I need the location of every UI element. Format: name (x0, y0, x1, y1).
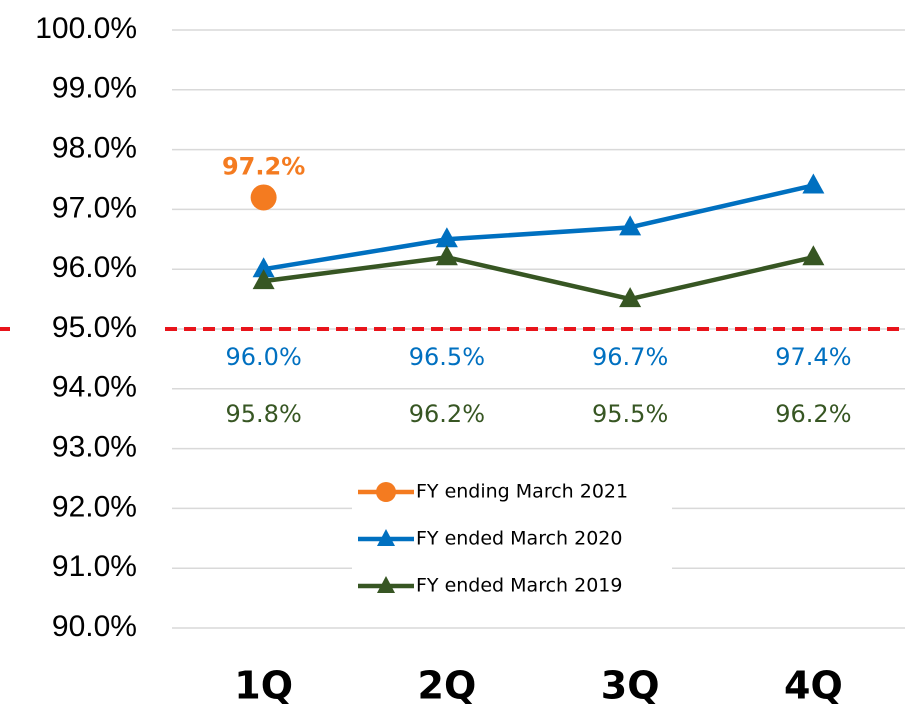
data-label: 96.0% (226, 343, 302, 371)
legend-marker (377, 529, 395, 546)
point (802, 173, 825, 194)
y-tick-label: 91.0% (52, 550, 137, 583)
x-tick-label: 1Q (234, 664, 293, 708)
data-label: 95.5% (592, 400, 668, 428)
y-tick-label: 95.0% (52, 311, 137, 344)
legend-marker (376, 482, 396, 502)
series-line (263, 254, 814, 302)
data-label: 96.5% (409, 343, 485, 371)
y-tick-label: 92.0% (52, 490, 137, 523)
legend-marker (377, 576, 395, 593)
point (252, 269, 275, 290)
point (252, 257, 275, 278)
x-tick-label: 2Q (418, 664, 477, 708)
legend-label: FY ended March 2020 (416, 528, 622, 550)
legend-label: FY ended March 2019 (416, 575, 622, 597)
data-label: 96.2% (775, 400, 851, 428)
point (435, 227, 458, 248)
y-tick-label: 90.0% (52, 610, 137, 643)
data-label: 97.2% (222, 152, 305, 180)
series-line (263, 183, 814, 272)
y-tick-label: 97.0% (52, 191, 137, 224)
y-tick-label: 94.0% (52, 371, 137, 404)
y-tick-label: 93.0% (52, 431, 137, 464)
x-tick-label: 3Q (601, 664, 660, 708)
point (435, 245, 458, 266)
y-tick-label: 100.0% (35, 12, 137, 45)
data-label: 95.8% (226, 400, 302, 428)
data-label: 96.7% (592, 343, 668, 371)
y-tick-label: 98.0% (52, 132, 137, 165)
point (619, 287, 642, 308)
point (802, 245, 825, 266)
y-tick-label: 99.0% (52, 72, 137, 105)
data-label: 97.4% (775, 343, 851, 371)
point (250, 184, 277, 211)
y-tick-label: 96.0% (52, 251, 137, 284)
point (619, 215, 642, 236)
legend-label: FY ending March 2021 (416, 481, 628, 503)
x-tick-label: 4Q (784, 664, 843, 708)
data-label: 96.2% (409, 400, 485, 428)
